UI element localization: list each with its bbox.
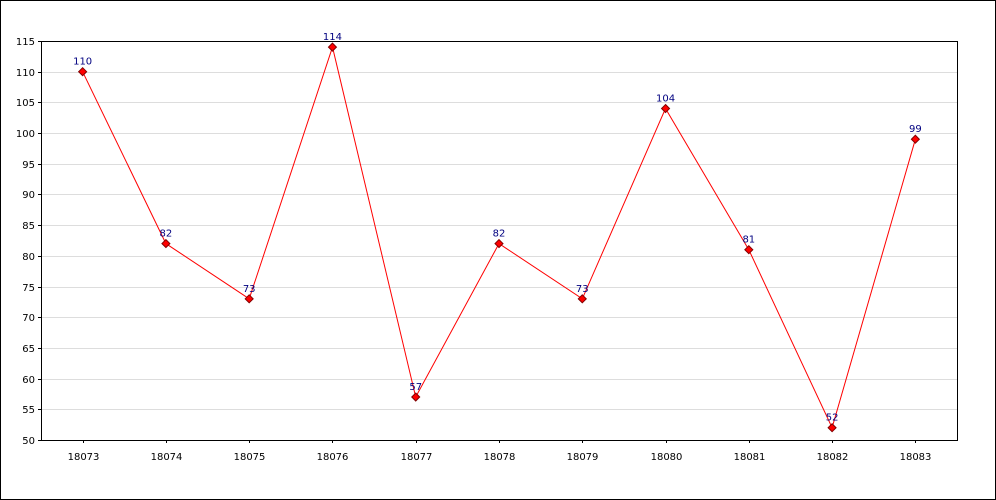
data-labels: 110 82 73 114 57 82 73 104 81 52 99 [73,32,922,424]
data-label: 82 [160,229,173,240]
data-point [827,423,837,433]
y-tick-label: 85 [22,221,35,232]
grid-layer [41,72,957,410]
data-label: 73 [576,284,589,295]
data-point [244,294,254,304]
x-tick-label: 18080 [651,452,683,463]
data-label: 99 [909,124,922,135]
data-label: 57 [409,382,422,393]
x-tick-label: 18083 [900,452,932,463]
x-tick-label: 18076 [317,452,349,463]
x-tick-label: 18075 [234,452,266,463]
x-tick-label: 18077 [401,452,433,463]
data-points [77,42,921,433]
data-point [161,238,171,249]
y-tick-label: 95 [22,160,35,171]
data-label: 110 [73,57,92,68]
y-tick-label: 105 [16,98,35,109]
y-axis-ticks: 50 55 60 65 70 75 80 85 90 95 100 105 110 115 [16,37,41,447]
y-tick-label: 115 [16,37,35,48]
y-tick-label: 65 [22,344,35,355]
data-point [577,294,587,304]
x-tick-label: 18078 [484,452,516,463]
data-point [327,42,338,52]
y-tick-label: 70 [22,313,35,324]
y-tick-label: 75 [22,283,35,294]
x-tick-label: 18082 [817,452,849,463]
x-tick-label: 18081 [734,452,766,463]
y-tick-label: 50 [22,436,35,447]
y-tick-label: 80 [22,252,35,263]
x-tick-label: 18073 [68,452,100,463]
data-point [494,238,504,249]
data-point [910,134,921,144]
data-point [660,103,671,114]
y-tick-label: 100 [16,129,35,140]
data-point [411,392,421,402]
data-label: 81 [742,235,755,246]
y-tick-label: 110 [16,68,35,79]
data-point [744,245,754,255]
y-tick-label: 55 [22,405,35,416]
x-tick-label: 18079 [567,452,599,463]
x-axis-ticks: 18073 18074 18075 18076 18077 18078 18079 18080… [68,440,932,463]
data-label: 73 [243,284,256,295]
y-tick-label: 60 [22,375,35,386]
y-tick-label: 90 [22,190,35,201]
data-label: 82 [493,229,506,240]
x-tick-label: 18074 [151,452,183,463]
data-label: 52 [826,413,839,424]
data-point [77,66,88,77]
data-label: 104 [656,94,675,105]
data-label: 114 [323,32,342,43]
